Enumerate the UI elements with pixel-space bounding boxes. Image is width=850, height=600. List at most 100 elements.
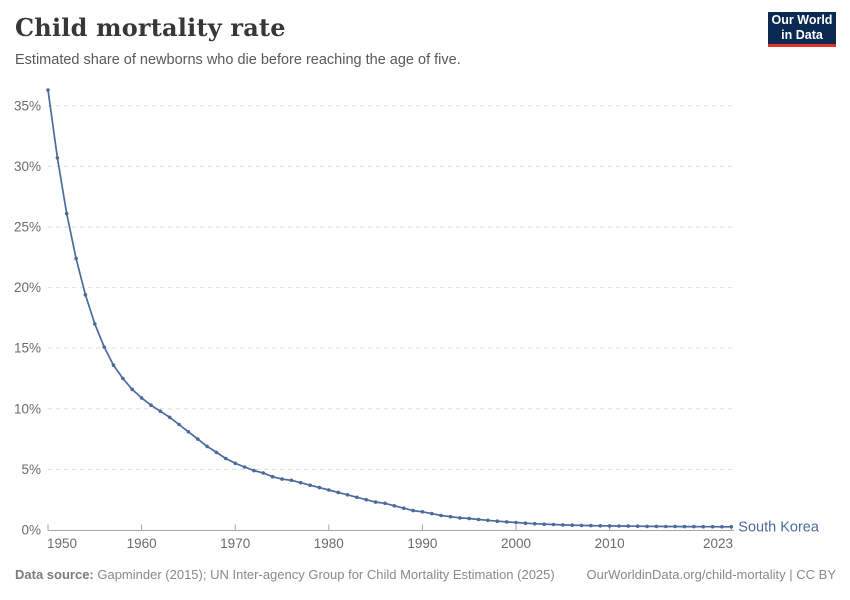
data-point[interactable] (196, 437, 200, 441)
data-point[interactable] (317, 485, 322, 490)
data-point[interactable] (55, 156, 60, 160)
data-point[interactable] (532, 521, 537, 526)
y-axis-tick-label: 20% (14, 280, 41, 295)
data-point[interactable] (373, 500, 378, 504)
data-point[interactable] (242, 465, 247, 469)
data-line[interactable] (47, 89, 732, 528)
data-point[interactable] (64, 211, 69, 216)
data-point[interactable] (710, 524, 715, 529)
data-point[interactable] (439, 513, 443, 518)
data-point[interactable] (270, 474, 275, 479)
chart-footer: Data source: Gapminder (2015); UN Inter-… (15, 567, 836, 582)
y-axis-tick-label: 0% (21, 523, 41, 538)
data-point[interactable] (458, 516, 462, 520)
data-point[interactable] (392, 504, 397, 508)
data-source-label: Data source: (15, 567, 94, 582)
data-point[interactable] (701, 524, 705, 529)
data-point[interactable] (523, 521, 528, 525)
owid-logo-line1: Our World (771, 13, 833, 27)
data-point[interactable] (327, 488, 331, 492)
data-point[interactable] (692, 524, 696, 529)
data-point[interactable] (121, 376, 125, 381)
data-point[interactable] (298, 480, 303, 485)
data-point[interactable] (280, 477, 284, 481)
data-point[interactable] (448, 514, 453, 519)
data-point[interactable] (673, 524, 677, 529)
owid-logo[interactable]: Our World in Data (768, 12, 836, 47)
data-point[interactable] (364, 497, 369, 502)
y-axis-tick-label: 15% (14, 341, 41, 356)
data-point[interactable] (514, 520, 518, 525)
data-point[interactable] (570, 523, 574, 527)
data-point[interactable] (401, 506, 406, 511)
y-axis-tick-label: 5% (21, 462, 41, 477)
data-point[interactable] (635, 524, 640, 528)
y-axis-tick-label: 30% (14, 159, 41, 174)
data-point[interactable] (645, 524, 649, 529)
data-point[interactable] (411, 508, 415, 513)
x-axis-tick-label: 1950 (47, 536, 77, 551)
data-point[interactable] (158, 409, 163, 414)
data-point[interactable] (682, 524, 687, 529)
data-source-note: Data source: Gapminder (2015); UN Inter-… (15, 567, 555, 582)
data-point[interactable] (224, 456, 228, 461)
y-axis-tick-label: 25% (14, 219, 41, 234)
data-point[interactable] (289, 478, 294, 483)
data-point[interactable] (542, 522, 546, 526)
data-point[interactable] (214, 450, 219, 455)
data-point[interactable] (355, 495, 359, 500)
data-point[interactable] (261, 471, 266, 475)
data-point[interactable] (383, 501, 387, 506)
data-point[interactable] (664, 524, 668, 529)
data-point[interactable] (111, 363, 116, 368)
data-point[interactable] (486, 518, 490, 523)
data-point[interactable] (467, 516, 472, 521)
x-axis-tick-label: 2000 (501, 536, 531, 551)
data-point[interactable] (617, 524, 621, 528)
data-point[interactable] (729, 525, 734, 529)
data-point[interactable] (149, 403, 153, 408)
data-point[interactable] (654, 524, 659, 529)
data-point[interactable] (205, 444, 209, 449)
data-point[interactable] (177, 422, 181, 427)
data-point[interactable] (93, 322, 97, 326)
y-axis-tick-label: 10% (14, 401, 41, 416)
data-point[interactable] (420, 510, 425, 514)
data-point[interactable] (252, 468, 256, 473)
data-point[interactable] (308, 483, 312, 488)
x-axis-tick-label: 1960 (127, 536, 157, 551)
x-axis-tick-label: 2023 (703, 536, 733, 551)
data-point[interactable] (46, 88, 50, 92)
data-point[interactable] (336, 490, 341, 495)
data-point[interactable] (720, 525, 724, 529)
data-point[interactable] (83, 293, 88, 297)
data-point[interactable] (167, 415, 172, 420)
x-axis-tick-label: 1970 (220, 536, 250, 551)
y-axis-tick-label: 35% (14, 98, 41, 113)
page-subtitle: Estimated share of newborns who die befo… (15, 52, 461, 68)
data-point[interactable] (579, 523, 584, 528)
data-point[interactable] (561, 523, 565, 527)
data-point[interactable] (102, 345, 106, 349)
data-point[interactable] (345, 493, 350, 497)
data-point[interactable] (598, 524, 603, 528)
data-point[interactable] (186, 430, 191, 434)
series-entity-label[interactable]: South Korea (738, 519, 820, 535)
owid-logo-line2: in Data (781, 28, 823, 42)
data-point[interactable] (589, 523, 593, 528)
data-point[interactable] (139, 396, 144, 400)
data-point[interactable] (74, 256, 78, 261)
x-axis-tick-label: 1980 (314, 536, 344, 551)
data-point[interactable] (430, 511, 434, 516)
data-point[interactable] (233, 461, 237, 466)
owid-url-link[interactable]: OurWorldinData.org/child-mortality | CC … (586, 567, 837, 582)
data-point[interactable] (495, 519, 500, 523)
data-point[interactable] (130, 387, 134, 392)
data-point[interactable] (607, 524, 612, 528)
data-point[interactable] (626, 524, 631, 528)
data-point[interactable] (551, 522, 556, 527)
data-point[interactable] (476, 517, 481, 522)
data-point[interactable] (504, 520, 509, 524)
